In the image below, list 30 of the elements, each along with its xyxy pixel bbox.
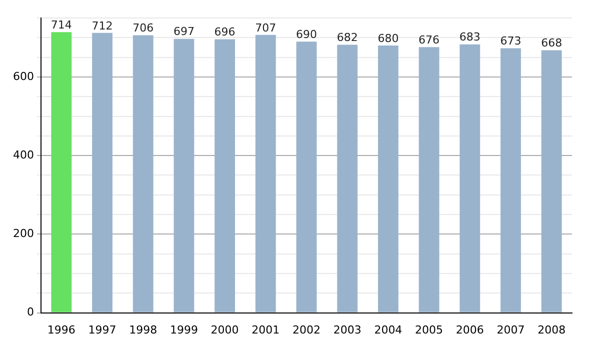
x-tick-label: 1997: [88, 323, 116, 336]
data-label: 683: [459, 30, 480, 44]
x-tick-label: 2007: [496, 323, 525, 336]
data-label: 714: [50, 18, 72, 32]
x-tick-label: 1998: [129, 323, 158, 336]
x-tick-label: 2002: [292, 323, 320, 336]
data-label: 680: [378, 32, 399, 45]
data-label: 696: [214, 26, 236, 39]
data-label: 673: [500, 34, 522, 48]
data-label: 676: [418, 33, 440, 46]
x-tick-label: 2001: [252, 323, 280, 336]
y-tick-label: 400: [12, 148, 34, 162]
y-tick-label: 200: [12, 227, 34, 240]
y-tick-label: 600: [12, 70, 34, 83]
y-tick-label: 0: [26, 306, 34, 319]
x-tick-label: 2006: [456, 323, 484, 336]
data-label: 690: [296, 28, 317, 41]
x-tick-label: 2005: [415, 323, 444, 336]
x-tick-label: 2003: [333, 323, 362, 336]
x-tick-label: 1999: [170, 323, 198, 336]
data-label: 682: [336, 31, 358, 44]
x-tick-label: 2000: [210, 323, 239, 336]
data-label: 668: [541, 36, 562, 50]
x-tick-label: 2004: [374, 323, 402, 336]
data-label: 706: [132, 22, 154, 35]
data-label: 707: [255, 21, 276, 34]
x-tick-label: 2008: [538, 323, 566, 336]
x-tick-label: 1996: [47, 323, 76, 336]
data-label: 712: [92, 19, 113, 32]
data-label: 697: [173, 25, 194, 38]
